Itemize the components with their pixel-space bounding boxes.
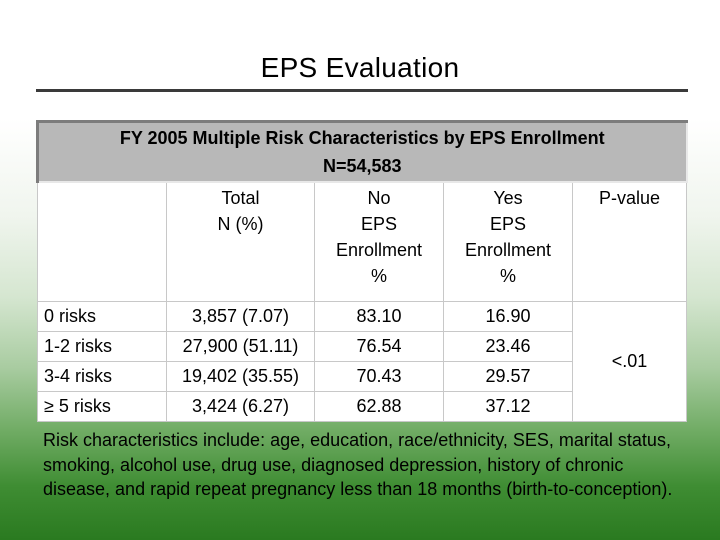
table-caption: FY 2005 Multiple Risk Characteristics by… [36,120,688,183]
header-no-line: EPS [360,214,398,234]
header-total-line: Total [221,188,260,208]
header-no-line: No [367,188,391,208]
risk-table: FY 2005 Multiple Risk Characteristics by… [36,120,688,422]
header-yes-line: Yes [493,188,523,208]
header-total: Total N (%) [166,181,315,302]
cell-yes-eps: 23.46 [443,331,573,362]
header-no-eps: No EPS Enrollment % [314,181,444,302]
slide-title: EPS Evaluation [260,52,460,83]
header-yes-eps: Yes EPS Enrollment % [443,181,573,302]
row-label: 1-2 risks [37,331,167,362]
row-label: 0 risks [37,301,167,332]
cell-no-eps: 83.10 [314,301,444,332]
cell-yes-eps: 37.12 [443,391,573,422]
row-label: ≥ 5 risks [37,391,167,422]
table-caption-n: N=54,583 [322,156,402,176]
cell-yes-eps: 29.57 [443,361,573,392]
header-pvalue: P-value [572,181,687,302]
header-yes-line: Enrollment [464,240,552,260]
table-row: 1-2 risks 27,900 (51.11) 76.54 23.46 [37,331,687,362]
title-divider [36,89,688,92]
cell-total: 19,402 (35.55) [166,361,315,392]
table-row: ≥ 5 risks 3,424 (6.27) 62.88 37.12 [37,391,687,422]
row-label: 3-4 risks [37,361,167,392]
footnote: Risk characteristics include: age, educa… [43,430,673,499]
cell-no-eps: 62.88 [314,391,444,422]
table-row: 0 risks 3,857 (7.07) 83.10 16.90 <.01 [37,301,687,422]
cell-no-eps: 70.43 [314,361,444,392]
table-header-row: Total N (%) No EPS Enrollment % Yes EPS … [37,181,687,302]
table-caption-row: FY 2005 Multiple Risk Characteristics by… [36,120,688,183]
cell-total: 3,424 (6.27) [166,391,315,422]
cell-no-eps: 76.54 [314,331,444,362]
cell-pvalue: <.01 [572,301,687,422]
cell-yes-eps: 16.90 [443,301,573,332]
cell-total: 27,900 (51.11) [166,331,315,362]
header-empty [37,181,167,302]
header-total-line: N (%) [217,214,264,234]
cell-total: 3,857 (7.07) [166,301,315,332]
table-caption-line: FY 2005 Multiple Risk Characteristics by… [119,128,605,148]
header-pvalue-label: P-value [598,188,661,208]
header-yes-line: % [499,266,516,286]
header-yes-line: EPS [489,214,527,234]
table-row: 3-4 risks 19,402 (35.55) 70.43 29.57 [37,361,687,392]
header-no-line: % [370,266,387,286]
header-no-line: Enrollment [335,240,423,260]
